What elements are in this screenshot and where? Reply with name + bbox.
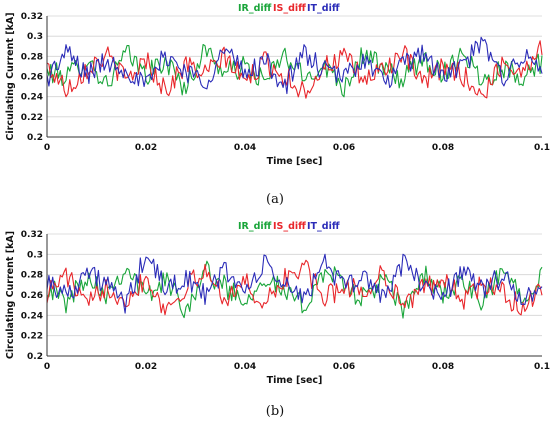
y-tick-label: 0.28 xyxy=(21,52,43,62)
figure-caption: (b) xyxy=(266,404,284,419)
chart-panel-b: 0.2 0.22 0.24 0.26 0.28 0.3 0.32 0 0.02 0.04 0.06 0… xyxy=(5,221,550,419)
y-tick-label: 0.28 xyxy=(21,271,43,281)
x-tick-label: 0 xyxy=(44,143,50,153)
x-tick-label: 0.1 xyxy=(534,143,550,153)
x-tick-label: 0.06 xyxy=(333,362,355,372)
y-tick-label: 0.3 xyxy=(27,250,43,260)
legend-item-ir-diff: IR_diff xyxy=(238,221,272,232)
y-tick-label: 0.24 xyxy=(21,93,43,103)
y-tick-label: 0.2 xyxy=(27,352,43,362)
y-tick-label: 0.22 xyxy=(21,332,43,342)
y-tick-label: 0.26 xyxy=(21,73,43,83)
y-tick-label: 0.2 xyxy=(27,133,43,143)
x-tick-label: 0 xyxy=(44,362,50,372)
legend-item-it-diff: IT_diff xyxy=(307,221,340,232)
x-tick-label: 0.08 xyxy=(432,362,454,372)
x-tick-label: 0.02 xyxy=(135,362,157,372)
legend-item-it-diff: IT_diff xyxy=(307,3,340,14)
x-tick-label: 0.06 xyxy=(333,143,355,153)
y-axis-label: Circulating Current [kA] xyxy=(5,231,16,359)
x-axis-label: Time [sec] xyxy=(267,156,323,167)
chart-panel-a: 0.2 0.22 0.24 0.26 0.28 0.3 0.32 0 0.02 0.04 0.06 0… xyxy=(5,3,550,207)
y-tick-label: 0.3 xyxy=(27,32,43,42)
y-axis-label: Circulating Current [kA] xyxy=(5,12,16,140)
x-tick-label: 0.1 xyxy=(534,362,550,372)
y-tick-label: 0.24 xyxy=(21,311,43,321)
series-line-is-diff xyxy=(46,259,543,316)
series-line-it-diff xyxy=(46,253,543,314)
y-tick-label: 0.32 xyxy=(21,230,43,240)
legend-item-ir-diff: IR_diff xyxy=(238,3,272,14)
x-tick-label: 0.02 xyxy=(135,143,157,153)
series-line-it-diff xyxy=(46,36,543,95)
y-tick-label: 0.32 xyxy=(21,12,43,22)
x-tick-label: 0.04 xyxy=(234,143,256,153)
x-axis-label: Time [sec] xyxy=(267,375,323,386)
x-tick-label: 0.04 xyxy=(234,362,256,372)
y-tick-label: 0.22 xyxy=(21,113,43,123)
figure-caption: (a) xyxy=(266,192,284,207)
legend-item-is-diff: IS_diff xyxy=(273,3,306,14)
y-tick-label: 0.26 xyxy=(21,291,43,301)
x-tick-label: 0.08 xyxy=(432,143,454,153)
legend-item-is-diff: IS_diff xyxy=(273,221,306,232)
series-line-is-diff xyxy=(46,40,543,99)
